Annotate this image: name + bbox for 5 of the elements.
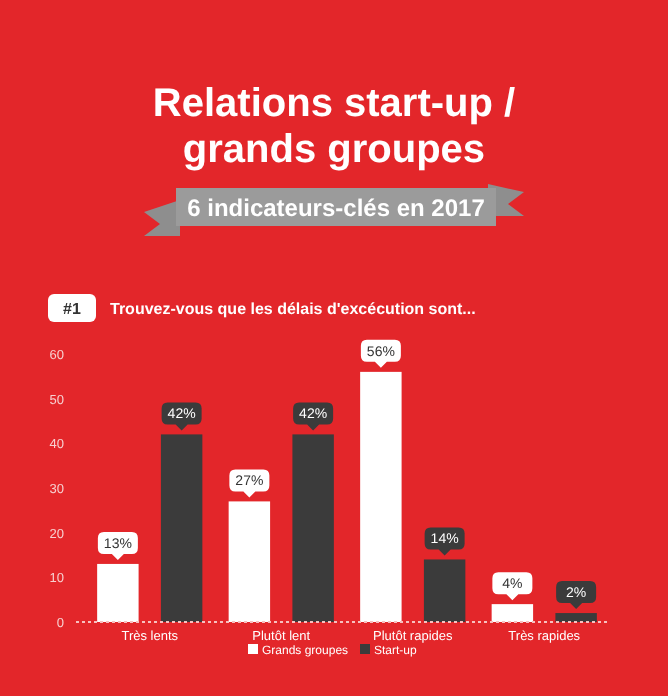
text: Trouvez-vous que les délais d'excécution sont...: [110, 300, 476, 318]
chart-title: Relations start-up / grands groupes: [152, 82, 517, 172]
bar: [555, 613, 597, 622]
chart-subtitle: 6 indicateurs-clés en 2017: [187, 194, 486, 222]
text: #1: [63, 300, 82, 318]
